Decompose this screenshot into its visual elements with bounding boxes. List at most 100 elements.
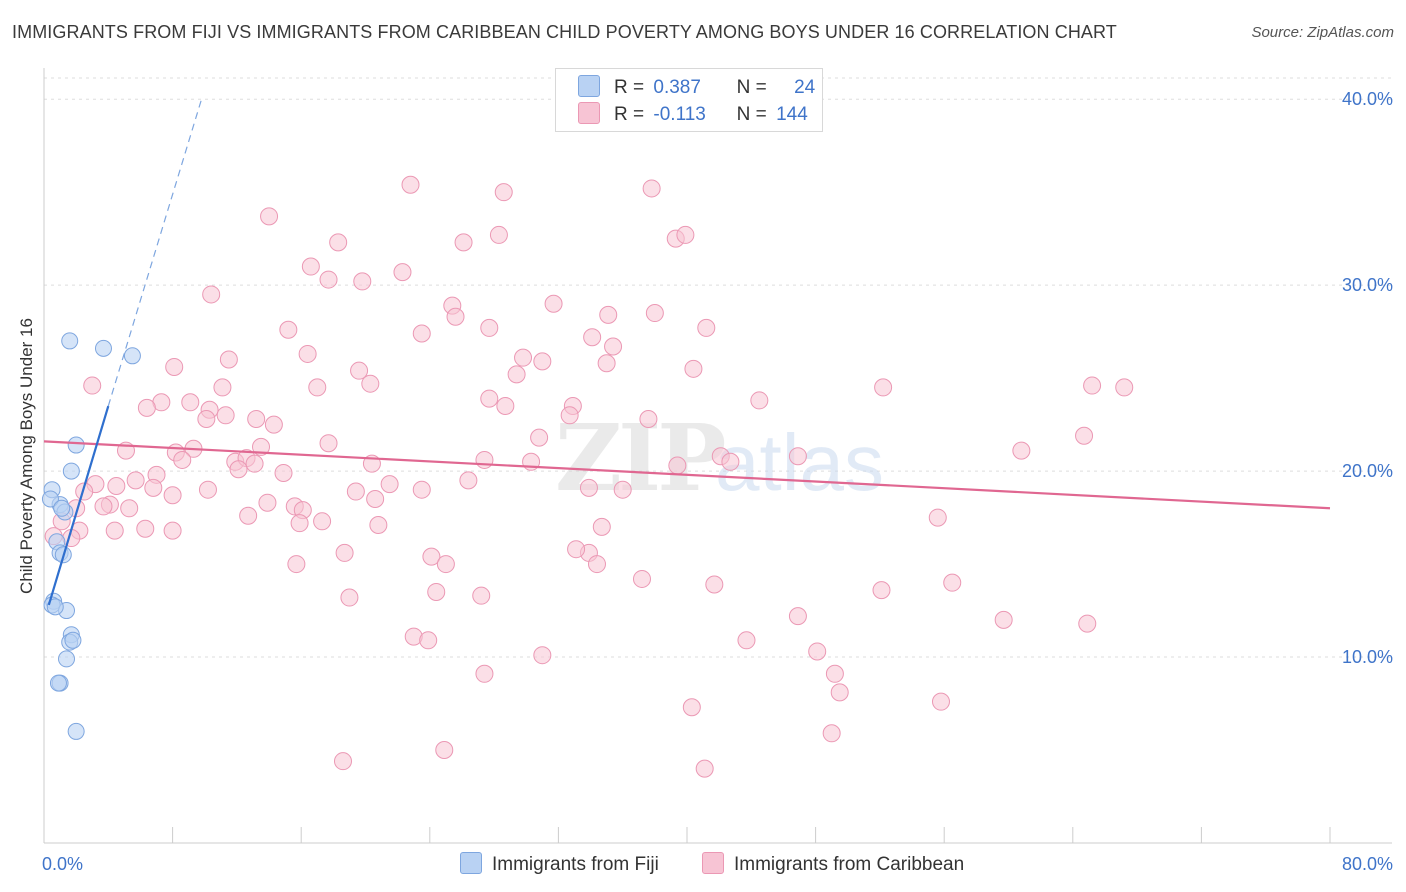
correlation-legend: R = 0.387 N = 24 R = -0.113 N = 144 [555, 68, 823, 132]
caribbean-r-value: -0.113 [653, 104, 706, 125]
caribbean-point [126, 471, 145, 490]
caribbean-point [105, 521, 124, 540]
caribbean-point [737, 631, 756, 650]
caribbean-point [350, 361, 369, 380]
caribbean-r-label: R = [614, 104, 645, 125]
caribbean-point [319, 270, 338, 289]
caribbean-point [137, 398, 156, 417]
fiji-n-label: N = [736, 77, 767, 98]
caribbean-point [645, 304, 664, 323]
caribbean-point [507, 365, 526, 384]
caribbean-point [301, 257, 320, 276]
caribbean-point [872, 581, 891, 600]
caribbean-n-value: 144 [776, 104, 808, 125]
caribbean-point [94, 497, 113, 516]
caribbean-point [252, 437, 271, 456]
caribbean-point [197, 410, 216, 429]
caribbean-point [173, 450, 192, 469]
caribbean-point [260, 207, 279, 226]
caribbean-point [496, 397, 515, 416]
caribbean-point [544, 294, 563, 313]
fiji-point [53, 499, 71, 517]
fiji-swatch [578, 75, 600, 97]
y-axis-label: Child Poverty Among Boys Under 16 [17, 318, 36, 594]
caribbean-point [369, 516, 388, 535]
axes [43, 68, 1392, 844]
caribbean-point [335, 543, 354, 562]
caribbean-point [247, 410, 266, 429]
caribbean-point [480, 389, 499, 408]
caribbean-point [245, 454, 264, 473]
caribbean-point [454, 233, 473, 252]
caribbean-point [346, 482, 365, 501]
fiji-r-value: 0.387 [653, 77, 701, 98]
caribbean-point [825, 664, 844, 683]
fiji-trend-line [47, 405, 110, 606]
x-tick-label: 0.0% [42, 854, 83, 874]
caribbean-point [599, 305, 618, 324]
caribbean-point [401, 175, 420, 194]
caribbean-point [163, 486, 182, 505]
caribbean-point [446, 307, 465, 326]
caribbean-point [165, 357, 184, 376]
caribbean-point [1012, 441, 1031, 460]
caribbean-point [822, 724, 841, 743]
caribbean-point [163, 521, 182, 540]
caribbean-point [472, 586, 491, 605]
caribbean-point [393, 263, 412, 282]
caribbean-point [279, 320, 298, 339]
caribbean-point [219, 350, 238, 369]
fiji-point [94, 339, 112, 357]
caribbean-point [750, 391, 769, 410]
caribbean-point [313, 512, 332, 531]
bottom-caribbean-swatch [702, 852, 724, 874]
fiji-point [62, 462, 80, 480]
caribbean-point [788, 447, 807, 466]
caribbean-point [943, 573, 962, 592]
caribbean-point [353, 272, 372, 291]
caribbean-point [583, 328, 602, 347]
caribbean-point [560, 406, 579, 425]
caribbean-point [597, 354, 616, 373]
caribbean-point [333, 752, 352, 771]
caribbean-point [258, 493, 277, 512]
caribbean-point [489, 225, 508, 244]
caribbean-point [435, 741, 454, 760]
caribbean-point [1075, 426, 1094, 445]
caribbean-point [480, 318, 499, 337]
caribbean-point [239, 506, 258, 525]
caribbean-point [107, 476, 126, 495]
caribbean-point [366, 489, 385, 508]
caribbean-point [298, 344, 317, 363]
caribbean-point [422, 547, 441, 566]
caribbean-point [329, 233, 348, 252]
caribbean-points [44, 175, 1134, 778]
fiji-point [64, 631, 82, 649]
chart-title: IMMIGRANTS FROM FIJI VS IMMIGRANTS FROM … [12, 22, 1117, 42]
caribbean-point [931, 692, 950, 711]
caribbean-point [682, 698, 701, 717]
caribbean-point [1115, 378, 1134, 397]
caribbean-point [83, 376, 102, 395]
caribbean-point [120, 499, 139, 518]
fiji-trend-extension [107, 99, 203, 407]
caribbean-point [721, 452, 740, 471]
bottom-fiji-label: Immigrants from Fiji [492, 854, 659, 875]
fiji-point [41, 490, 59, 508]
caribbean-point [213, 378, 232, 397]
caribbean-point [144, 478, 163, 497]
trend-lines [43, 99, 1331, 606]
caribbean-point [676, 225, 695, 244]
caribbean-point [632, 569, 651, 588]
x-tick-label: 80.0% [1342, 854, 1393, 874]
caribbean-point [202, 285, 221, 304]
caribbean-point [290, 514, 309, 533]
fiji-point [46, 598, 64, 616]
caribbean-point [592, 517, 611, 536]
caribbean-point [808, 642, 827, 661]
caribbean-point [994, 610, 1013, 629]
bottom-caribbean-label: Immigrants from Caribbean [734, 854, 965, 875]
caribbean-point [308, 378, 327, 397]
caribbean-point [514, 348, 533, 367]
